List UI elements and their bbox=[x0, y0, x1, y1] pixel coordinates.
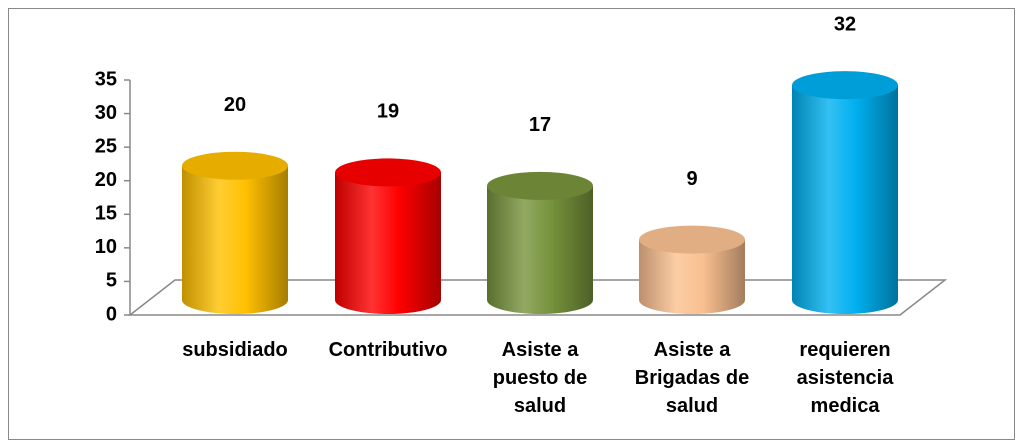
bar bbox=[182, 165, 288, 314]
bar-top bbox=[335, 158, 441, 187]
y-tick-label: 35 bbox=[95, 68, 117, 90]
bar bbox=[792, 85, 898, 314]
x-tick-label: subsidiado bbox=[182, 339, 288, 361]
y-tick-label: 10 bbox=[95, 236, 117, 258]
y-tick-label: 5 bbox=[106, 270, 117, 292]
y-tick-label: 30 bbox=[95, 102, 117, 124]
y-tick-label: 15 bbox=[95, 203, 117, 225]
data-label: 20 bbox=[224, 94, 246, 116]
floor bbox=[127, 279, 948, 316]
data-label: 17 bbox=[529, 114, 551, 136]
bar-top bbox=[792, 71, 898, 100]
x-tick-label: Asiste a Brigadas de salud bbox=[634, 339, 750, 417]
y-tick-label: 25 bbox=[95, 135, 117, 157]
data-label: 32 bbox=[834, 13, 856, 35]
y-tick-label: 0 bbox=[106, 303, 117, 325]
bar bbox=[335, 172, 441, 314]
bar-top bbox=[639, 225, 745, 254]
data-label: 9 bbox=[686, 168, 697, 190]
bar bbox=[639, 239, 745, 314]
bar-top bbox=[182, 151, 288, 180]
data-label: 19 bbox=[377, 101, 399, 123]
y-tick-label: 20 bbox=[95, 169, 117, 191]
x-tick-label: Asiste a puesto de salud bbox=[492, 339, 588, 417]
bar bbox=[487, 185, 593, 314]
x-tick-label: Contributivo bbox=[328, 339, 448, 361]
x-tick-label: requieren asistencia medica bbox=[796, 339, 894, 417]
bar-top bbox=[487, 171, 593, 200]
